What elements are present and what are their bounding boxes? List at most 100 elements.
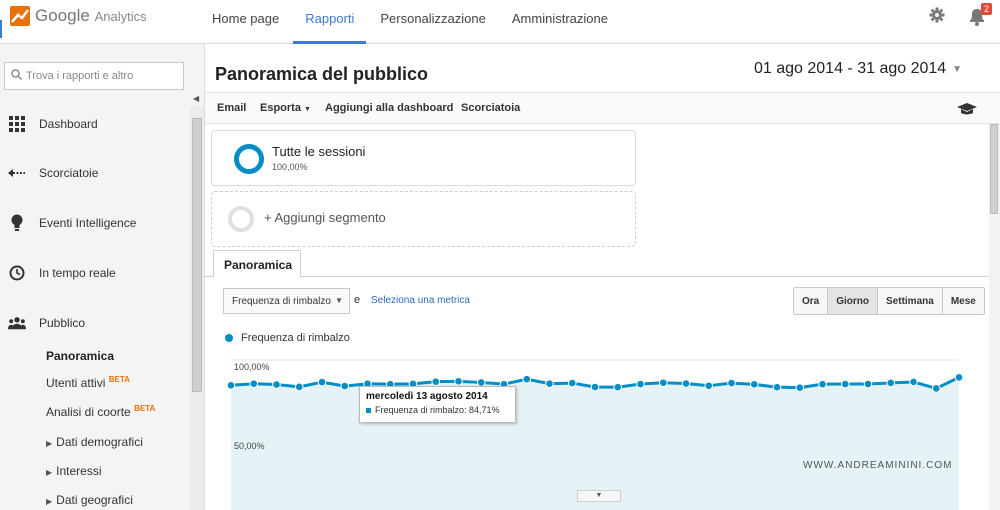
data-point[interactable] xyxy=(522,374,532,384)
gear-icon[interactable] xyxy=(929,7,945,23)
sidebar-item-shortcuts[interactable]: Scorciatoie xyxy=(0,158,190,188)
clock-icon xyxy=(8,264,26,282)
sidebar-sub-interests[interactable]: ▶ Interessi xyxy=(46,464,102,478)
date-range-text: 01 ago 2014 - 31 ago 2014 xyxy=(754,60,947,77)
granularity-toggle: Ora Giorno Settimana Mese xyxy=(793,287,985,315)
sub-label: Dati demografici xyxy=(56,435,143,449)
data-point[interactable] xyxy=(840,379,850,389)
sidebar-sub-overview[interactable]: Panoramica xyxy=(46,349,115,363)
report-search xyxy=(4,62,184,90)
sidebar-item-intelligence[interactable]: Eventi Intelligence xyxy=(0,208,190,238)
sub-label: Utenti attivi xyxy=(46,376,106,390)
granularity-month-button[interactable]: Mese xyxy=(942,288,984,314)
segment-ring-icon xyxy=(234,144,264,174)
report-toolbar: Email Esporta ▼ Aggiungi alla dashboard … xyxy=(205,92,1000,124)
metric-select[interactable]: Frequenza di rimbalzo ▼ xyxy=(223,288,350,314)
add-segment[interactable]: + Aggiungi segmento xyxy=(211,191,636,247)
segment-all-sessions[interactable]: Tutte le sessioni 100,00% xyxy=(211,130,636,186)
sub-label: Dati geografici xyxy=(56,493,133,507)
scrollbar-thumb[interactable] xyxy=(990,124,998,214)
segment-name: Tutte le sessioni xyxy=(272,144,366,159)
nav-admin[interactable]: Amministrazione xyxy=(511,11,608,26)
y-tick-label: 50,00% xyxy=(234,441,265,451)
nav-home[interactable]: Home page xyxy=(212,11,280,26)
granularity-hour-button[interactable]: Ora xyxy=(794,288,829,314)
beta-badge: BETA xyxy=(134,404,156,413)
tab-bar: Panoramica xyxy=(205,250,990,278)
sidebar-item-dashboard[interactable]: Dashboard xyxy=(0,109,190,139)
sidebar-scrollbar[interactable] xyxy=(190,106,204,510)
data-point[interactable] xyxy=(931,384,941,393)
chevron-down-icon: ▼ xyxy=(304,106,311,113)
sidebar-item-label: In tempo reale xyxy=(39,266,116,280)
granularity-week-button[interactable]: Settimana xyxy=(878,288,943,314)
collapse-sidebar-icon[interactable]: ◀ xyxy=(193,94,200,103)
data-point[interactable] xyxy=(613,382,623,392)
search-input[interactable] xyxy=(26,70,176,82)
tab-overview[interactable]: Panoramica xyxy=(213,250,301,278)
chart-tooltip: mercoledì 13 agosto 2014 Frequenza di ri… xyxy=(359,386,516,423)
expand-triangle-icon: ▶ xyxy=(46,468,53,477)
sidebar-sub-demographics[interactable]: ▶ Dati demografici xyxy=(46,435,143,449)
data-point[interactable] xyxy=(954,373,964,382)
bounce-rate-chart[interactable]: 100,00%50,00%...8 ago15 ago22 ago29 ago xyxy=(205,344,990,510)
active-accent xyxy=(0,20,2,38)
add-to-dashboard-button[interactable]: Aggiungi alla dashboard xyxy=(325,102,454,114)
data-point[interactable] xyxy=(681,379,691,388)
sidebar-item-realtime[interactable]: In tempo reale xyxy=(0,258,190,288)
data-point[interactable] xyxy=(909,377,918,387)
data-point[interactable] xyxy=(727,378,736,388)
data-point[interactable] xyxy=(863,379,873,389)
main-scrollbar[interactable] xyxy=(989,124,1000,510)
sidebar-sub-active-users[interactable]: Utenti attivi BETA xyxy=(46,375,130,390)
brand-sub: Analytics xyxy=(94,9,147,24)
data-point[interactable] xyxy=(249,379,259,389)
data-point[interactable] xyxy=(704,381,714,391)
date-range-picker[interactable]: 01 ago 2014 - 31 ago 2014 ▼ xyxy=(753,56,989,82)
data-point[interactable] xyxy=(818,379,827,389)
data-point[interactable] xyxy=(749,380,759,389)
tooltip-value: Frequenza di rimbalzo: 84,71% xyxy=(375,405,500,415)
y-tick-label: 100,00% xyxy=(234,362,270,372)
chevron-down-icon: ▼ xyxy=(952,63,963,75)
expand-chart-handle[interactable]: ▼ xyxy=(577,490,621,502)
data-point[interactable] xyxy=(795,383,805,392)
data-point[interactable] xyxy=(340,381,350,391)
email-button[interactable]: Email xyxy=(217,102,247,114)
segment-percent: 100,00% xyxy=(272,162,308,172)
select-metric-link[interactable]: Seleziona una metrica xyxy=(371,295,470,306)
data-point[interactable] xyxy=(567,378,577,388)
shortcut-button[interactable]: Scorciatoia xyxy=(461,102,521,114)
data-point[interactable] xyxy=(772,382,782,392)
data-point[interactable] xyxy=(454,377,463,386)
data-point[interactable] xyxy=(886,378,896,388)
data-point[interactable] xyxy=(294,382,304,392)
chart-legend: Frequenza di rimbalzo xyxy=(225,332,350,344)
data-point[interactable] xyxy=(317,377,327,387)
nav-customization[interactable]: Personalizzazione xyxy=(380,11,486,26)
sidebar-sub-geo[interactable]: ▶ Dati geografici xyxy=(46,493,133,507)
data-point[interactable] xyxy=(545,379,554,389)
data-point[interactable] xyxy=(431,377,441,386)
analytics-logo-icon xyxy=(10,6,30,26)
data-point[interactable] xyxy=(226,380,236,390)
sidebar-sub-cohort[interactable]: Analisi di coorte BETA xyxy=(46,404,155,419)
export-button[interactable]: Esporta ▼ xyxy=(260,102,311,114)
data-point[interactable] xyxy=(272,380,281,389)
sidebar-item-audience[interactable]: Pubblico xyxy=(0,308,190,338)
sidebar-item-label: Eventi Intelligence xyxy=(39,216,137,230)
google-analytics-logo[interactable]: Google Analytics xyxy=(10,6,147,26)
add-segment-label: + Aggiungi segmento xyxy=(264,210,386,225)
nav-reports[interactable]: Rapporti xyxy=(293,0,367,44)
scrollbar-thumb[interactable] xyxy=(192,118,202,392)
data-point[interactable] xyxy=(590,382,600,392)
people-icon xyxy=(8,314,26,332)
notifications-bell-icon[interactable]: 2 xyxy=(968,3,993,26)
sidebar: ◀ Dashboard Scorciatoie Eventi Intellige… xyxy=(0,44,205,510)
export-label: Esporta xyxy=(260,102,301,114)
granularity-day-button[interactable]: Giorno xyxy=(828,288,879,314)
data-point[interactable] xyxy=(636,379,645,389)
page-title: Panoramica del pubblico xyxy=(215,64,429,84)
graduation-cap-icon[interactable] xyxy=(957,101,977,117)
data-point[interactable] xyxy=(658,378,668,388)
